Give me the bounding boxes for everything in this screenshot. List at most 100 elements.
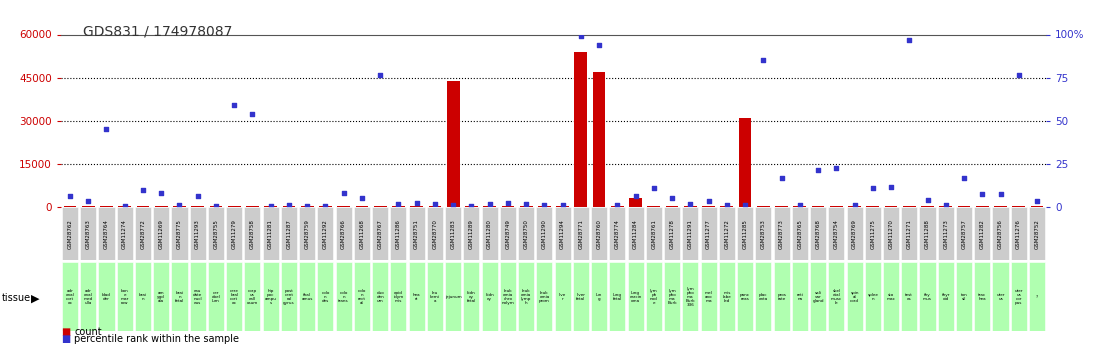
Text: brai
n
fetal: brai n fetal <box>175 291 184 303</box>
Bar <box>282 206 296 207</box>
Bar <box>153 207 169 260</box>
Text: GSM28764: GSM28764 <box>104 219 108 249</box>
Bar <box>246 206 259 207</box>
Bar <box>938 207 954 260</box>
Text: GSM11288: GSM11288 <box>925 219 930 249</box>
Text: lym
pho
ma
Burk
336: lym pho ma Burk 336 <box>685 287 695 307</box>
Text: GSM28751: GSM28751 <box>414 219 420 249</box>
Bar <box>956 207 972 260</box>
Point <box>262 203 280 209</box>
Bar <box>484 206 496 207</box>
Text: GSM11286: GSM11286 <box>396 219 401 249</box>
Text: spin
al
cord: spin al cord <box>850 291 859 303</box>
Bar <box>408 207 425 260</box>
Text: ■: ■ <box>61 335 70 344</box>
Bar <box>755 207 772 260</box>
Text: GSM11287: GSM11287 <box>287 219 291 249</box>
Text: GSM11285: GSM11285 <box>743 219 747 249</box>
Point <box>590 42 608 47</box>
Bar <box>355 206 369 207</box>
Point <box>882 184 900 190</box>
Text: adr
enal
cort
ex: adr enal cort ex <box>65 289 74 305</box>
Bar <box>993 262 1008 331</box>
Bar <box>427 262 443 331</box>
Text: ▶: ▶ <box>31 294 40 303</box>
Text: skel
etal
musc
le: skel etal musc le <box>830 289 841 305</box>
Text: live
r: live r <box>559 293 567 301</box>
Text: trac
hea: trac hea <box>979 293 986 301</box>
Text: GSM11273: GSM11273 <box>943 219 949 249</box>
Text: GSM11280: GSM11280 <box>487 219 493 249</box>
Text: GSM28766: GSM28766 <box>341 219 346 249</box>
Text: GSM28759: GSM28759 <box>304 219 310 249</box>
Bar <box>408 262 425 331</box>
Text: GSM11279: GSM11279 <box>231 219 237 249</box>
Bar <box>682 262 699 331</box>
Bar <box>592 72 606 207</box>
Point <box>444 203 462 208</box>
Bar <box>445 262 462 331</box>
Point <box>499 200 517 206</box>
Text: GSM28752: GSM28752 <box>1035 219 1039 249</box>
Point <box>992 191 1010 197</box>
Point <box>189 193 207 198</box>
Text: ton
sil: ton sil <box>961 293 968 301</box>
Bar <box>62 207 77 260</box>
Bar <box>447 80 459 207</box>
Bar <box>63 206 76 207</box>
Bar <box>901 207 918 260</box>
Point <box>207 204 225 209</box>
Point <box>353 195 371 200</box>
Text: splee
n: splee n <box>868 293 878 301</box>
Bar <box>411 206 423 207</box>
Bar <box>465 206 478 207</box>
Point <box>572 33 590 39</box>
Point <box>480 201 498 207</box>
Bar <box>155 206 167 207</box>
Text: lung
fetal: lung fetal <box>613 293 622 301</box>
Bar <box>555 262 570 331</box>
Text: ?: ? <box>1036 295 1038 299</box>
Point <box>134 187 152 193</box>
Text: GSM11291: GSM11291 <box>687 219 693 249</box>
Text: GSM11278: GSM11278 <box>670 219 674 249</box>
Bar <box>755 262 772 331</box>
Point <box>755 58 773 63</box>
Bar <box>301 206 313 207</box>
Text: GSM11276: GSM11276 <box>1016 219 1022 249</box>
Bar <box>774 207 789 260</box>
Text: reti
na: reti na <box>796 293 804 301</box>
Text: blad
der: blad der <box>102 293 111 301</box>
Bar <box>591 262 607 331</box>
Text: lym
pho
ma
Burk: lym pho ma Burk <box>668 289 676 305</box>
Bar <box>1030 262 1045 331</box>
Point <box>809 167 827 172</box>
Bar <box>1013 206 1025 207</box>
Bar <box>265 206 277 207</box>
Bar <box>82 206 94 207</box>
Bar <box>192 206 204 207</box>
Bar <box>921 206 934 207</box>
Bar <box>354 262 370 331</box>
Bar <box>575 52 587 207</box>
Bar <box>374 206 386 207</box>
Bar <box>628 207 643 260</box>
Bar <box>518 207 535 260</box>
Bar <box>1030 207 1045 260</box>
Point <box>80 198 97 204</box>
Bar <box>738 118 752 207</box>
Bar <box>645 207 662 260</box>
Bar <box>537 262 552 331</box>
Bar <box>648 206 660 207</box>
Text: GSM28749: GSM28749 <box>506 219 510 249</box>
Text: GSM11282: GSM11282 <box>980 219 985 249</box>
Bar <box>737 262 753 331</box>
Bar <box>172 207 187 260</box>
Text: GSM11277: GSM11277 <box>706 219 711 249</box>
Text: GSM28773: GSM28773 <box>779 219 784 249</box>
Bar <box>537 207 552 260</box>
Bar <box>555 207 570 260</box>
Text: GSM28770: GSM28770 <box>433 219 437 249</box>
Bar <box>794 206 806 207</box>
Bar <box>993 207 1008 260</box>
